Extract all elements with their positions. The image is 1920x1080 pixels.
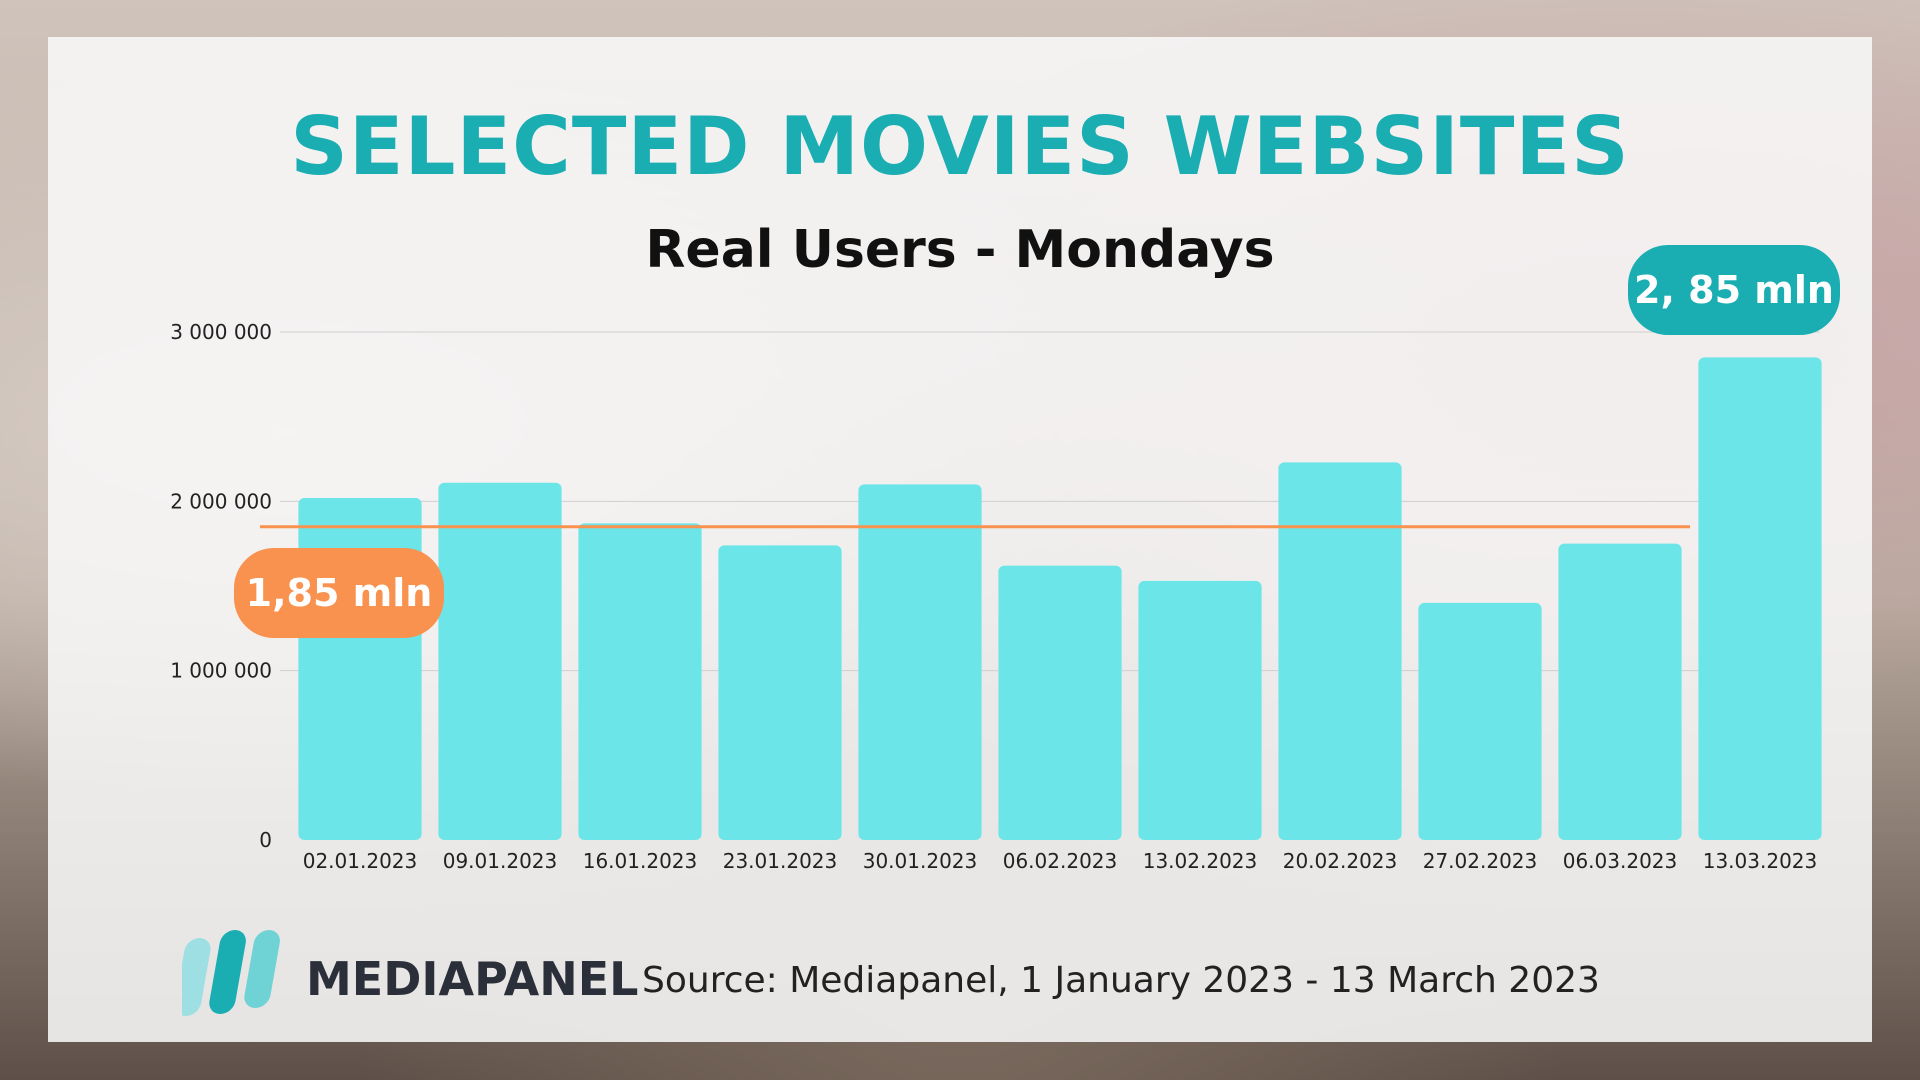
bar [718,545,842,840]
bar [1418,602,1542,840]
chart-title: SELECTED MOVIES WEBSITES [290,100,1630,193]
y-tick-label: 1 000 000 [170,659,272,683]
bar [1138,580,1262,840]
x-tick-label: 06.02.2023 [1003,849,1118,873]
bar [858,484,982,840]
bar [1698,357,1822,840]
x-tick-label: 02.01.2023 [303,849,418,873]
x-tick-label: 13.03.2023 [1703,849,1818,873]
x-tick-label: 30.01.2023 [863,849,978,873]
brand-name: MEDIAPANEL [306,952,639,1006]
x-tick-label: 27.02.2023 [1423,849,1538,873]
max-value-badge: 2, 85 mln [1628,245,1840,335]
bar [998,565,1122,840]
bar [578,523,702,840]
x-tick-label: 16.01.2023 [583,849,698,873]
y-tick-label: 3 000 000 [170,320,272,344]
x-tick-label: 13.02.2023 [1143,849,1258,873]
bar [1558,543,1682,840]
x-tick-label: 23.01.2023 [723,849,838,873]
x-tick-label: 06.03.2023 [1563,849,1678,873]
x-tick-label: 09.01.2023 [443,849,558,873]
y-tick-label: 0 [259,828,272,852]
source-note: Source: Mediapanel, 1 January 2023 - 13 … [642,960,1600,1001]
x-tick-label: 20.02.2023 [1283,849,1398,873]
bar [1278,462,1402,840]
bar [438,482,562,840]
average-badge: 1,85 mln [234,548,444,638]
y-tick-label: 2 000 000 [170,489,272,513]
mediapanel-logo-icon [182,930,280,1016]
chart-subtitle: Real Users - Mondays [645,220,1275,280]
